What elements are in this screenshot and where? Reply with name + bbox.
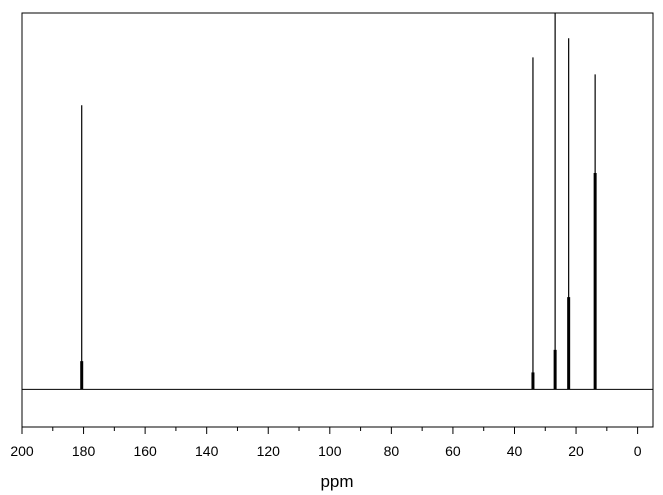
x-tick-label-180: 180 bbox=[72, 443, 96, 459]
x-tick-label-0: 0 bbox=[634, 443, 642, 459]
x-tick-label-60: 60 bbox=[445, 443, 461, 459]
plot-frame bbox=[21, 12, 654, 428]
x-tick-label-160: 160 bbox=[133, 443, 157, 459]
x-tick-label-120: 120 bbox=[257, 443, 281, 459]
x-tick-label-80: 80 bbox=[384, 443, 400, 459]
x-axis: 200 180 160 140 120 100 80 60 40 20 0 bbox=[10, 427, 642, 459]
x-tick-label-40: 40 bbox=[507, 443, 523, 459]
x-tick-label-20: 20 bbox=[568, 443, 584, 459]
x-tick-label-200: 200 bbox=[10, 443, 34, 459]
x-tick-label-140: 140 bbox=[195, 443, 219, 459]
spectrum-trace bbox=[22, 13, 653, 390]
x-axis-title: ppm bbox=[320, 472, 353, 491]
x-tick-label-100: 100 bbox=[318, 443, 342, 459]
